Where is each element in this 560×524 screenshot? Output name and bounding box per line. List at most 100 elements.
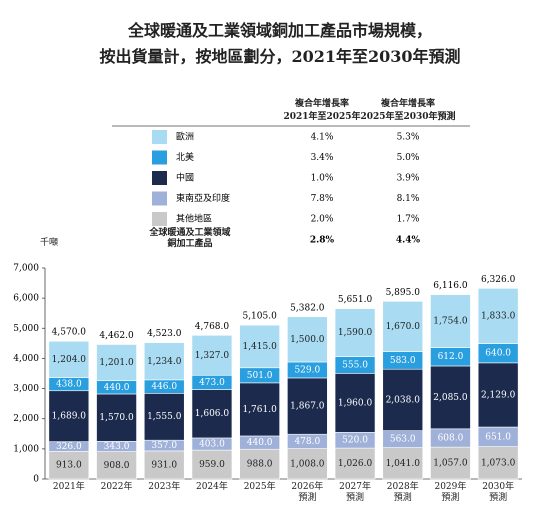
value-label: 988.0 xyxy=(247,460,273,470)
table-header: 複合年增長率 2021年至2025年 xyxy=(283,99,361,122)
bar-segment xyxy=(191,389,233,439)
value-label: 446.0 xyxy=(151,382,177,392)
bar-segment xyxy=(143,393,185,441)
y-tick-label: 2,000 xyxy=(13,414,39,424)
total-label: 5,105.0 xyxy=(242,312,277,322)
value-label: 908.0 xyxy=(104,461,130,471)
legend-label: 中國 xyxy=(176,172,194,184)
bar-segment xyxy=(239,324,280,369)
cagr-value: 7.8% xyxy=(311,194,334,204)
cagr-value: 5.0% xyxy=(397,153,420,163)
x-tick-label: 2022年 xyxy=(100,482,133,492)
bar-segment xyxy=(382,368,424,431)
cagr-value: 8.1% xyxy=(397,194,420,204)
value-label: 1,754.0 xyxy=(433,317,468,327)
value-label: 1,590.0 xyxy=(338,328,373,338)
legend-label: 東南亞及印度 xyxy=(176,192,230,204)
total-label: 5,895.0 xyxy=(386,288,421,298)
bar-segment xyxy=(430,294,471,348)
bar-segment xyxy=(143,342,185,381)
bar-segment xyxy=(143,450,185,480)
total-label: 5,651.0 xyxy=(338,295,373,305)
value-label: 1,327.0 xyxy=(195,351,230,361)
value-label: 1,008.0 xyxy=(290,459,325,469)
total-cagr: 4.4% xyxy=(396,236,421,246)
value-label: 403.0 xyxy=(199,440,225,450)
value-label: 612.0 xyxy=(438,352,464,362)
value-label: 2,129.0 xyxy=(481,390,516,400)
total-label: 4,768.0 xyxy=(195,322,230,332)
value-label: 1,670.0 xyxy=(386,322,421,332)
bar-segment xyxy=(287,377,328,435)
legend-swatch xyxy=(152,191,167,206)
value-label: 1,204.0 xyxy=(52,355,87,365)
bar-segment xyxy=(48,451,90,480)
legend-label: 北美 xyxy=(176,151,194,163)
bar-segment xyxy=(382,301,424,352)
value-label: 1,606.0 xyxy=(195,409,230,419)
total-cagr: 2.8% xyxy=(310,236,335,246)
bar-segment xyxy=(191,334,233,376)
value-label: 1,761.0 xyxy=(242,405,277,415)
value-label: 913.0 xyxy=(56,461,82,471)
x-tick-label: 2030年 預測 xyxy=(482,482,515,504)
value-label: 1,570.0 xyxy=(99,413,134,423)
legend-swatch xyxy=(152,130,167,144)
cagr-value: 1.0% xyxy=(311,174,334,184)
value-label: 651.0 xyxy=(485,432,511,442)
bar-segment xyxy=(430,446,471,480)
cagr-value: 3.4% xyxy=(311,153,334,163)
value-label: 1,234.0 xyxy=(147,357,182,367)
value-label: 608.0 xyxy=(438,433,464,443)
value-label: 1,833.0 xyxy=(481,311,516,321)
bar-segment xyxy=(191,449,233,480)
y-tick-label: 1,000 xyxy=(13,444,39,454)
y-tick-label: 3,000 xyxy=(13,384,39,394)
cagr-value: 2.0% xyxy=(311,215,334,225)
value-label: 931.0 xyxy=(151,460,177,470)
value-label: 357.0 xyxy=(151,441,177,451)
total-label: 6,326.0 xyxy=(481,275,516,285)
value-label: 520.0 xyxy=(342,436,368,446)
value-label: 440.0 xyxy=(104,383,130,393)
bar-segment xyxy=(430,365,471,430)
x-tick-label: 2025年 xyxy=(243,482,276,492)
value-label: 1,073.0 xyxy=(481,458,516,468)
cagr-value: 5.3% xyxy=(397,133,420,143)
total-label: 4,523.0 xyxy=(147,329,182,339)
bar-segment xyxy=(477,446,519,480)
value-label: 555.0 xyxy=(342,360,368,370)
bar-segment xyxy=(239,382,280,437)
y-tick-label: 0 xyxy=(33,475,39,485)
value-label: 959.0 xyxy=(199,460,225,470)
x-tick-label: 2029年 預測 xyxy=(434,482,467,504)
value-label: 440.0 xyxy=(247,438,273,448)
value-label: 343.0 xyxy=(104,442,130,452)
total-label: 6,116.0 xyxy=(433,281,468,291)
x-tick-label: 2027年 預測 xyxy=(339,482,371,504)
value-label: 1,415.0 xyxy=(242,342,277,352)
bar-segment xyxy=(477,362,519,428)
y-axis-label: 千噸 xyxy=(40,238,59,248)
x-tick-label: 2021年 xyxy=(52,482,85,492)
x-tick-label: 2026年 預測 xyxy=(291,482,324,504)
x-tick-label: 2024年 xyxy=(195,482,228,492)
bar-segment xyxy=(477,288,519,344)
value-label: 563.0 xyxy=(390,435,416,445)
total-label: 4,462.0 xyxy=(99,331,134,341)
value-label: 1,555.0 xyxy=(147,412,182,422)
total-label: 5,382.0 xyxy=(290,303,325,313)
total-row-label: 全球暖通及工業領域 銅加工產品 xyxy=(149,228,231,250)
value-label: 478.0 xyxy=(294,437,320,447)
legend-label: 其他地區 xyxy=(176,213,212,225)
legend-swatch xyxy=(152,150,167,165)
value-label: 1,041.0 xyxy=(386,459,421,469)
value-label: 1,689.0 xyxy=(52,412,87,422)
value-label: 1,026.0 xyxy=(338,459,373,469)
value-label: 2,085.0 xyxy=(433,393,468,403)
y-tick-label: 6,000 xyxy=(13,294,39,304)
value-label: 501.0 xyxy=(247,371,273,381)
bar-segment xyxy=(96,393,137,442)
